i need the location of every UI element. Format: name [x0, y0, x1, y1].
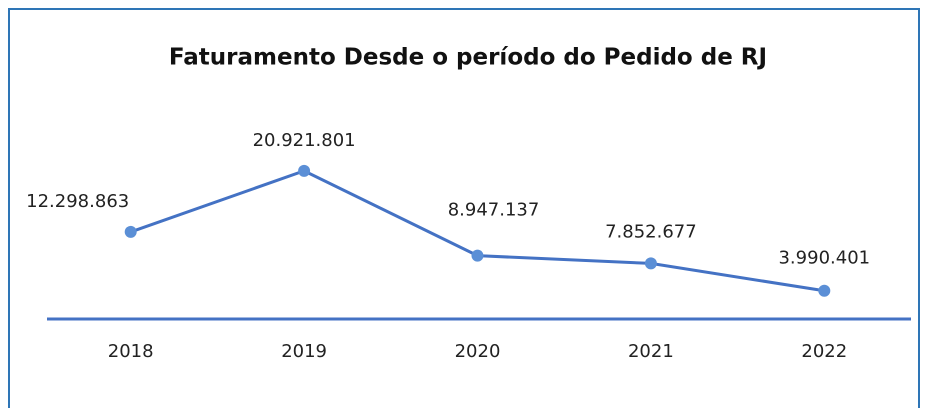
marker — [818, 284, 831, 297]
marker — [298, 164, 311, 177]
x-tick-label: 2020 — [455, 341, 501, 362]
marker — [124, 225, 137, 238]
data-label: 7.852.677 — [605, 221, 697, 242]
data-label: 8.947.137 — [448, 200, 540, 221]
marker — [644, 257, 657, 270]
data-label: 3.990.401 — [778, 248, 870, 269]
marker — [471, 249, 484, 262]
x-tick-label: 2018 — [108, 341, 154, 362]
data-label: 20.921.801 — [253, 130, 356, 151]
x-tick-label: 2019 — [281, 341, 327, 362]
chart-title: Faturamento Desde o período do Pedido de… — [169, 45, 767, 71]
frame — [8, 8, 920, 408]
x-tick-label: 2021 — [628, 341, 674, 362]
line — [130, 169, 825, 293]
x-tick-label: 2022 — [801, 341, 847, 362]
data-label: 12.298.863 — [26, 191, 129, 212]
